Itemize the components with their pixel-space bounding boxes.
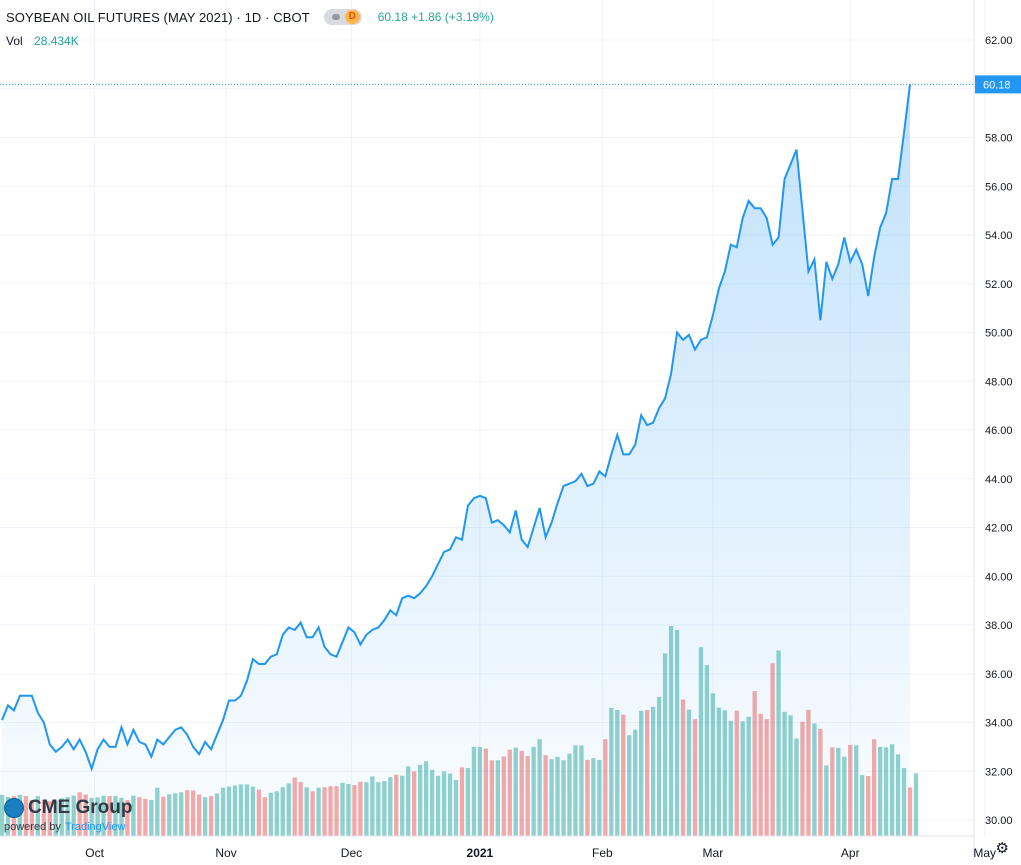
last-price-tag-bg: [975, 75, 1021, 94]
price-area-fill: [2, 84, 910, 837]
time-tick-label: Feb: [592, 846, 613, 860]
volume-bar: [913, 773, 919, 836]
price-tick-label: 46.00: [985, 425, 1013, 437]
volume-value: 28.434K: [34, 34, 79, 48]
cme-branding[interactable]: CME Group powered by TradingView: [4, 797, 133, 833]
tradingview-link[interactable]: TradingView: [64, 821, 126, 833]
time-tick-label: Apr: [841, 846, 860, 860]
eye-icon: [331, 14, 340, 20]
price-tick-label: 52.00: [985, 279, 1013, 291]
powered-by: powered by TradingView: [4, 821, 133, 833]
powered-by-label: powered by: [4, 821, 61, 833]
cme-logo-text: CME Group: [28, 797, 133, 818]
price-tick-label: 34.00: [985, 718, 1013, 730]
price-tick-label: 42.00: [985, 523, 1013, 535]
price-tick-label: 36.00: [985, 669, 1013, 681]
price-tick-label: 54.00: [985, 230, 1013, 242]
price-tick-label: 62.00: [985, 35, 1013, 47]
volume-label: Vol: [6, 34, 23, 48]
symbol-title[interactable]: SOYBEAN OIL FUTURES (MAY 2021) · 1D · CB…: [6, 9, 310, 25]
time-tick-label: Dec: [341, 846, 362, 860]
price-tick-label: 56.00: [985, 181, 1013, 193]
price-tick-label: 30.00: [985, 815, 1013, 827]
price-tick-label: 50.00: [985, 328, 1013, 340]
price-axis-labels: 30.00 32.00 34.00 36.00 38.00 40.00 42.00 44.00…: [985, 35, 1013, 827]
interval-badge: D: [344, 10, 360, 24]
time-tick-label: Mar: [703, 846, 724, 860]
price-tick-label: 44.00: [985, 474, 1013, 486]
price-line: [1, 84, 911, 773]
chart-legend: SOYBEAN OIL FUTURES (MAY 2021) · 1D · CB…: [6, 9, 494, 25]
price-tick-label: 32.00: [985, 766, 1013, 778]
last-price-tag: 60.18: [975, 75, 1021, 94]
time-tick-label: 2021: [467, 846, 494, 860]
time-axis-labels: Oct Nov Dec 2021 Feb Mar Apr May: [85, 846, 996, 860]
time-tick-label: Oct: [85, 846, 104, 860]
time-tick-label: May: [973, 846, 996, 860]
price-tick-label: 48.00: [985, 376, 1013, 388]
price-tick-label: 58.00: [985, 133, 1013, 145]
gear-icon[interactable]: ⚙: [995, 840, 1009, 857]
visibility-toggle[interactable]: D: [323, 9, 362, 25]
time-tick-label: Nov: [215, 846, 236, 860]
price-tick-label: 40.00: [985, 571, 1013, 583]
price-tick-label: 38.00: [985, 620, 1013, 632]
cme-logo: CME Group: [4, 797, 133, 819]
last-price-tag-label: 60.18: [983, 79, 1011, 91]
price-change: 60.18 +1.86 (+3.19%): [377, 10, 494, 24]
volume-legend: Vol 28.434K: [6, 34, 79, 48]
globe-icon: [4, 798, 24, 818]
